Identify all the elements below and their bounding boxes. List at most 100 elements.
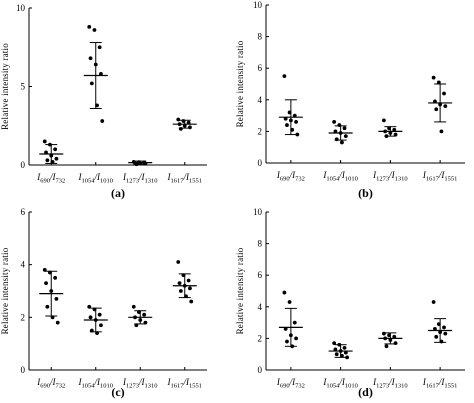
- data-point: [436, 80, 441, 85]
- data-group: [128, 159, 153, 167]
- data-point: [439, 339, 444, 344]
- data-point: [92, 307, 97, 312]
- data-point: [188, 125, 192, 130]
- data-point: [189, 299, 194, 304]
- data-point: [290, 344, 295, 349]
- data-point: [44, 150, 48, 155]
- data-point: [387, 333, 391, 338]
- data-point: [54, 297, 59, 301]
- data-point: [443, 331, 448, 336]
- data-point: [97, 312, 102, 317]
- data-point: [287, 110, 292, 115]
- data-point: [381, 331, 386, 336]
- x-category-label: I690/I732: [36, 377, 65, 390]
- panel-b: 0 2 4 6 8 10 Relative intensity ratio I690/I732…: [235, 0, 465, 200]
- data-point: [392, 334, 397, 339]
- data-group: [39, 139, 64, 164]
- data-group: [428, 300, 453, 344]
- data-group: [172, 260, 197, 304]
- data-point: [439, 129, 444, 134]
- data-point: [87, 304, 92, 309]
- data-point: [340, 353, 344, 358]
- data-point: [133, 315, 137, 320]
- y-tick-label: 4: [258, 95, 263, 105]
- data-point: [433, 99, 437, 104]
- panel-c: 0 2 4 6 Relative intensity ratio I690/I732 I10…: [0, 207, 207, 399]
- x-category-label: I1273/I1310: [122, 377, 158, 390]
- data-point: [99, 323, 103, 328]
- y-tick-label: 0: [21, 365, 26, 375]
- data-point: [177, 122, 182, 127]
- data-point: [50, 159, 55, 164]
- data-point: [342, 345, 347, 350]
- data-point: [142, 312, 147, 317]
- data-point: [387, 126, 391, 131]
- data-point: [48, 270, 52, 275]
- data-point: [45, 304, 50, 309]
- data-point: [431, 300, 436, 304]
- data-point: [184, 294, 188, 299]
- data-point: [295, 132, 300, 137]
- data-point: [388, 131, 393, 135]
- data-point: [143, 161, 148, 166]
- y-tick-label: 5: [21, 82, 26, 92]
- data-group: [328, 341, 353, 360]
- data-point: [438, 102, 443, 107]
- data-point: [294, 336, 298, 341]
- data-point: [138, 318, 143, 322]
- data-point: [334, 352, 339, 357]
- data-point: [285, 123, 289, 127]
- data-point: [89, 81, 94, 86]
- data-point: [383, 336, 388, 341]
- data-point: [181, 119, 186, 123]
- y-tick-label: 0: [21, 160, 26, 170]
- data-group: [128, 304, 153, 328]
- data-point: [343, 350, 348, 355]
- data-point: [332, 120, 337, 124]
- data-point: [95, 103, 99, 108]
- data-point: [137, 310, 141, 314]
- y-tick-label: 4: [21, 260, 26, 270]
- data-point: [93, 62, 98, 67]
- data-point: [334, 137, 339, 142]
- data-point: [288, 118, 293, 123]
- data-point: [292, 113, 297, 118]
- data-point: [431, 75, 436, 80]
- data-point: [182, 123, 187, 128]
- x-category-label: I690/I732: [36, 172, 65, 185]
- data-group: [378, 118, 403, 139]
- data-point: [342, 126, 347, 131]
- data-group: [428, 75, 453, 134]
- panel-label: (c): [111, 385, 124, 399]
- data-point: [89, 328, 94, 333]
- y-tick-label: 8: [258, 32, 263, 42]
- data-point: [54, 156, 59, 161]
- data-point: [88, 315, 93, 320]
- data-point: [345, 355, 350, 360]
- data-group: [328, 120, 353, 145]
- data-point: [42, 268, 47, 272]
- y-tick-label: 10: [253, 0, 263, 10]
- data-point: [333, 347, 338, 352]
- data-point: [434, 107, 439, 112]
- data-point: [436, 322, 441, 327]
- x-category-label: I1273/I1310: [372, 377, 408, 390]
- data-point: [49, 289, 54, 293]
- panel-label: (b): [358, 186, 373, 200]
- y-tick-label: 10: [16, 3, 26, 13]
- data-point: [50, 315, 55, 320]
- data-point: [340, 140, 344, 145]
- data-point: [92, 28, 97, 32]
- data-point: [338, 349, 343, 353]
- data-point: [95, 331, 99, 336]
- panel-a: 0 5 10 Relative intensity ratio I690/I732 I10…: [0, 3, 207, 200]
- data-point: [294, 120, 298, 124]
- y-tick-label: 4: [258, 302, 263, 312]
- data-point: [97, 45, 102, 50]
- x-category-label: I1054/I1010: [78, 172, 114, 185]
- data-point: [343, 134, 348, 139]
- data-point: [393, 132, 398, 137]
- x-category-label: I690/I732: [276, 170, 305, 183]
- data-group: [83, 24, 108, 123]
